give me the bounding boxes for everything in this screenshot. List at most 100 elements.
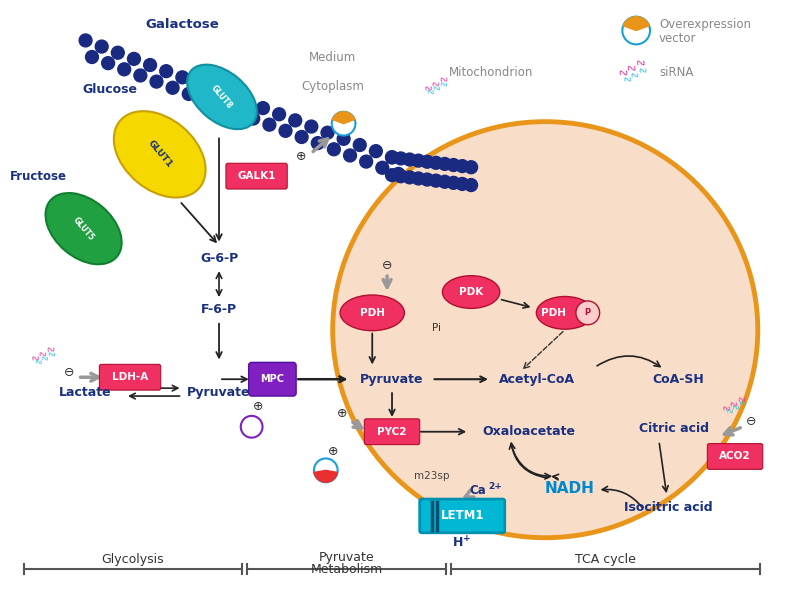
Text: LDH-A: LDH-A [112,372,148,382]
Text: siRNA: siRNA [659,66,693,79]
Circle shape [224,90,237,102]
Text: ∿∿∿: ∿∿∿ [724,397,750,417]
Circle shape [386,169,399,181]
Text: LETM1: LETM1 [440,509,484,522]
Circle shape [354,139,366,151]
FancyBboxPatch shape [420,499,505,533]
Text: ∿∿∿: ∿∿∿ [33,347,59,368]
Text: ⊕: ⊕ [337,407,348,420]
Circle shape [198,94,211,107]
Circle shape [394,152,407,165]
Text: PDK: PDK [459,287,483,297]
Circle shape [332,111,355,136]
Circle shape [392,167,404,180]
Circle shape [421,173,434,186]
Ellipse shape [332,122,758,538]
Circle shape [344,149,357,162]
Circle shape [112,46,125,59]
Circle shape [305,120,318,133]
Circle shape [438,158,451,170]
Circle shape [150,75,163,88]
Circle shape [128,52,141,65]
Text: ∿∿∿: ∿∿∿ [720,391,750,413]
Wedge shape [332,111,354,123]
Ellipse shape [340,295,404,331]
Circle shape [421,155,434,168]
Text: m23sp: m23sp [414,471,449,482]
Circle shape [241,416,262,438]
Text: ∿∿∿: ∿∿∿ [29,341,59,364]
Text: ⊖: ⊖ [64,366,74,379]
Text: ∿∿∿: ∿∿∿ [426,76,451,97]
Text: Cytoplasm: Cytoplasm [301,81,364,94]
Text: GALK1: GALK1 [237,171,276,181]
Circle shape [430,157,443,169]
Circle shape [403,153,416,166]
Ellipse shape [187,65,257,129]
Text: Glucose: Glucose [83,84,138,97]
Text: G-6-P: G-6-P [200,252,238,265]
Text: Metabolism: Metabolism [311,563,383,576]
Circle shape [456,177,468,190]
Text: TCA cycle: TCA cycle [575,553,636,566]
Text: PDH: PDH [360,308,385,318]
Text: Overexpression: Overexpression [659,18,751,31]
Circle shape [295,130,308,144]
Wedge shape [314,470,337,482]
Text: Ca: Ca [469,484,486,497]
Circle shape [370,145,383,158]
Text: ⊕: ⊕ [328,445,338,458]
Text: Isocitric acid: Isocitric acid [625,502,713,515]
Circle shape [95,40,108,53]
Text: MPC: MPC [260,374,285,384]
Ellipse shape [114,111,205,197]
Text: Pyruvate: Pyruvate [319,551,375,564]
Text: CoA-SH: CoA-SH [653,373,705,385]
Text: ⊖: ⊖ [382,259,392,272]
Circle shape [144,59,156,72]
Circle shape [403,171,416,184]
Text: Pyruvate: Pyruvate [187,385,251,398]
Circle shape [176,71,188,84]
Text: Oxaloacetate: Oxaloacetate [482,425,575,438]
Circle shape [214,100,227,113]
Text: Lactate: Lactate [59,385,112,398]
Text: Galactose: Galactose [146,18,219,31]
Circle shape [386,151,399,164]
Text: ∿∿∿: ∿∿∿ [621,62,650,84]
FancyBboxPatch shape [226,163,287,189]
Text: Glycolysis: Glycolysis [102,553,164,566]
Text: ⊖: ⊖ [746,415,756,428]
Circle shape [182,88,195,100]
FancyBboxPatch shape [248,362,296,396]
Circle shape [438,176,451,188]
Text: Medium: Medium [309,51,356,64]
Circle shape [118,63,130,76]
Text: ∿∿∿: ∿∿∿ [616,55,650,82]
Circle shape [289,114,302,127]
Circle shape [134,69,146,82]
Circle shape [321,126,334,139]
Circle shape [464,161,477,174]
Ellipse shape [45,193,121,264]
Text: Pyruvate: Pyruvate [360,373,424,385]
Text: PYC2: PYC2 [377,427,407,436]
Text: vector: vector [659,32,697,45]
Circle shape [447,158,460,171]
Text: Mitochondrion: Mitochondrion [449,66,533,79]
Circle shape [430,174,443,187]
Text: ⊕: ⊕ [253,400,264,413]
Circle shape [102,57,115,69]
FancyBboxPatch shape [364,419,420,445]
Text: GLUT5: GLUT5 [71,215,96,242]
Text: P: P [585,308,591,317]
Circle shape [576,301,599,325]
Ellipse shape [536,296,594,329]
Text: +: + [464,534,471,543]
FancyBboxPatch shape [707,444,763,470]
Text: Pi: Pi [432,323,441,333]
Circle shape [328,143,341,156]
Circle shape [273,108,286,121]
Circle shape [166,81,179,94]
Circle shape [192,77,205,90]
